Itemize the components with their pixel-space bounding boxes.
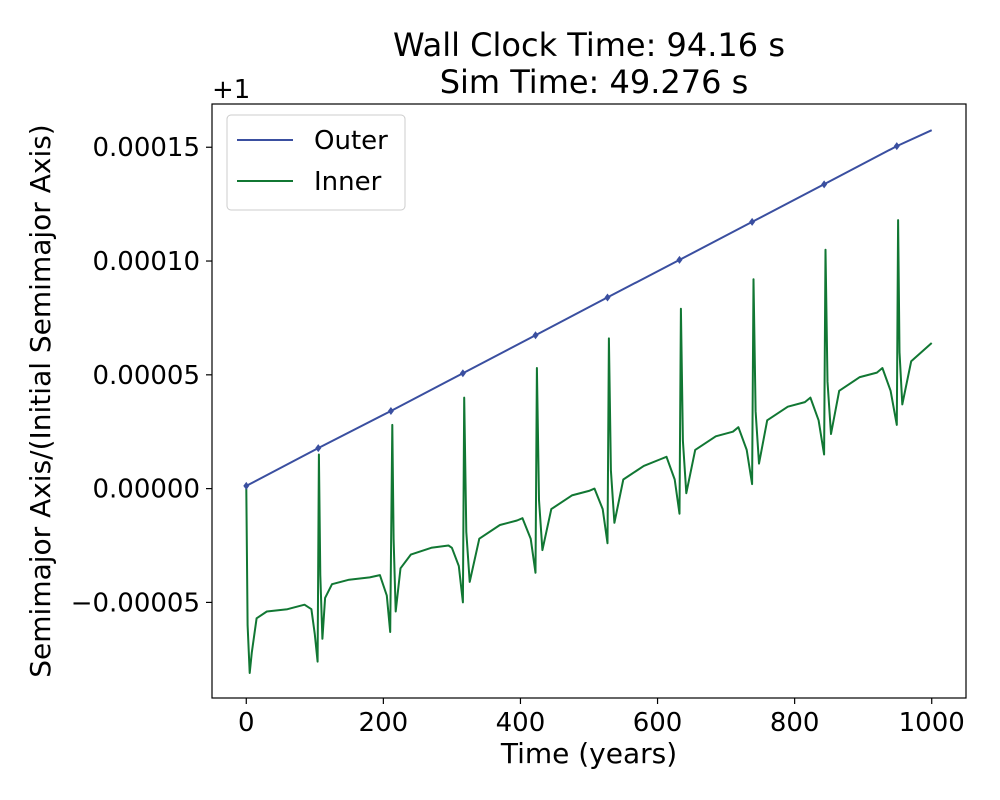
legend-label-inner: Inner — [314, 167, 382, 197]
y-offset-label: +1 — [212, 75, 250, 105]
y-tick-label: 0.00000 — [92, 475, 200, 505]
legend: Outer Inner — [226, 114, 406, 211]
x-tick-label: 600 — [633, 708, 683, 738]
outer-marker — [459, 369, 466, 378]
x-tick-label: 200 — [359, 708, 409, 738]
outer-marker — [387, 407, 394, 416]
chart-title-line1: Wall Clock Time: 94.16 s — [393, 26, 785, 64]
chart-title-line2: Sim Time: 49.276 s — [440, 63, 749, 101]
plot-frame — [211, 103, 967, 699]
outer-marker — [315, 444, 322, 453]
x-tick-label: 0 — [238, 708, 255, 738]
y-tick-label: 0.00005 — [92, 361, 200, 391]
outer-marker — [821, 180, 828, 189]
y-tick-label: 0.00015 — [92, 133, 200, 163]
outer-marker — [893, 142, 900, 151]
legend-box — [226, 114, 406, 211]
outer-marker — [532, 331, 539, 340]
axes-ticks: 0 200 400 600 800 1000 −0.00005 0.00000 0.00005 0… — [71, 133, 965, 738]
y-axis-label: Semimajor Axis/(Initial Semimajor Axis) — [24, 124, 57, 677]
outer-marker — [749, 217, 756, 226]
outer-marker — [243, 481, 250, 490]
outer-marker — [676, 255, 683, 264]
y-tick-label: 0.00010 — [92, 247, 200, 277]
outer-marker — [604, 293, 611, 302]
x-tick-label: 400 — [496, 708, 546, 738]
series-line-inner — [245, 219, 933, 674]
x-tick-label: 800 — [770, 708, 820, 738]
x-tick-label: 1000 — [899, 708, 965, 738]
y-tick-label: −0.00005 — [71, 588, 200, 618]
legend-label-outer: Outer — [314, 126, 388, 156]
plot-area — [243, 129, 933, 674]
x-axis-label: Time (years) — [500, 737, 677, 770]
